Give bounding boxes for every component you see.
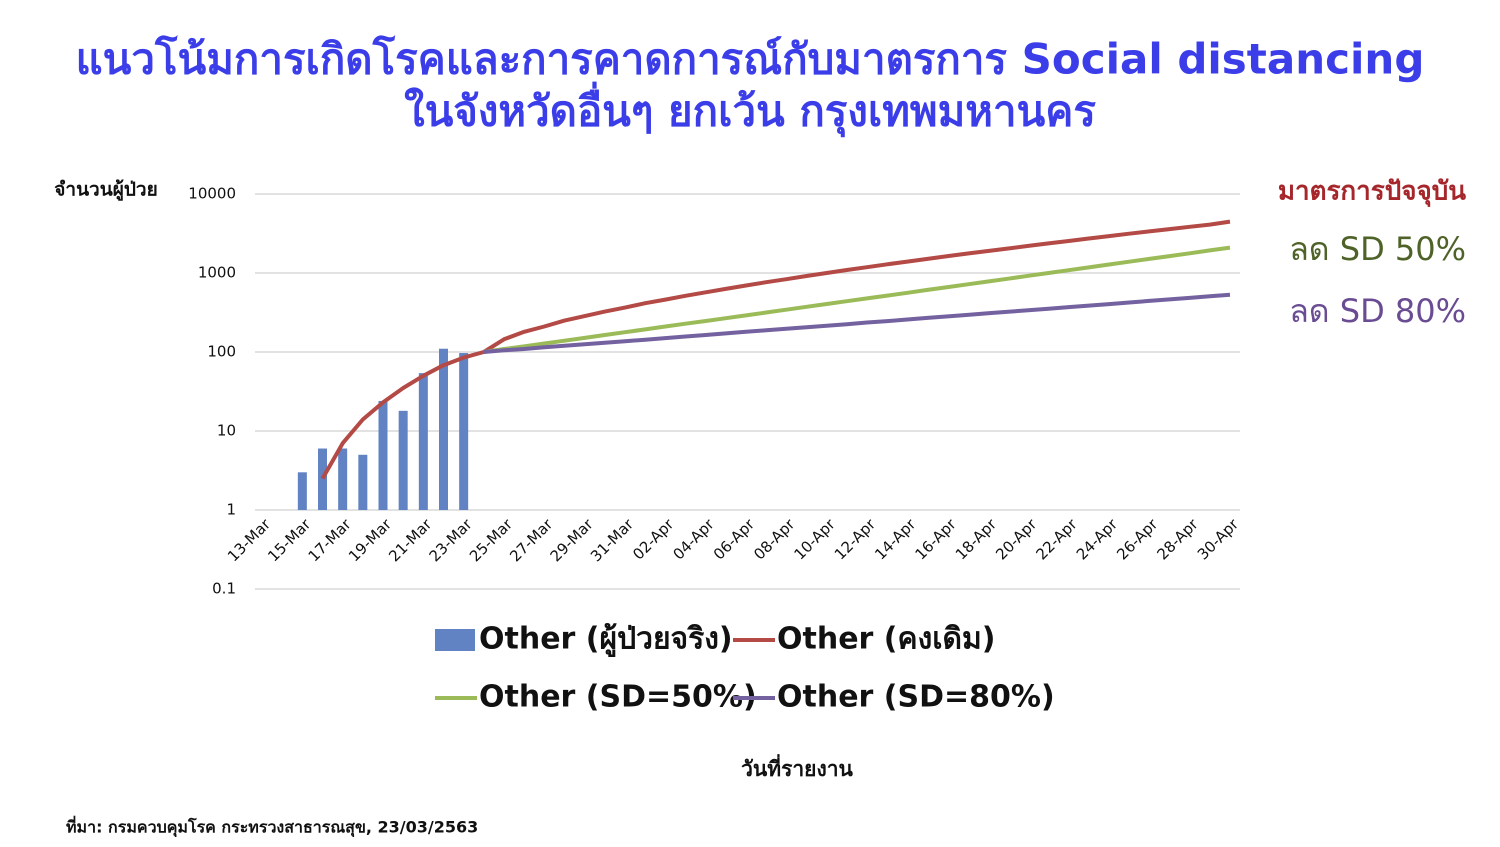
legend-label: Other (SD=50%) <box>479 680 757 715</box>
x-tick-label: 26-Apr <box>1113 515 1162 564</box>
x-tick-label: 21-Mar <box>385 515 436 566</box>
legend-label: Other (SD=80%) <box>777 680 1055 715</box>
x-tick-label: 17-Mar <box>305 515 356 566</box>
bar <box>398 410 408 510</box>
x-tick-label: 12-Apr <box>831 515 880 564</box>
x-tick-label: 08-Apr <box>750 515 799 564</box>
x-tick-label: 23-Mar <box>426 515 477 566</box>
x-axis-label: วันที่รายงาน <box>741 753 853 781</box>
annotation: ลด SD 80% <box>1289 292 1466 330</box>
x-tick-label: 13-Mar <box>224 515 275 566</box>
x-tick-label: 02-Apr <box>629 515 678 564</box>
x-tick-label: 04-Apr <box>670 515 719 564</box>
line <box>483 245 1231 354</box>
bar <box>459 353 469 510</box>
y-axis-label: จำนวนผู้ป่วย <box>54 179 157 202</box>
x-tick-label: 06-Apr <box>710 515 759 564</box>
x-tick-label: 16-Apr <box>912 515 961 564</box>
x-tick-label: 31-Mar <box>587 515 638 566</box>
y-tick-label: 1000 <box>198 264 236 282</box>
annotation: มาตรการปัจจุบัน <box>1278 177 1466 208</box>
x-tick-label: 22-Apr <box>1033 515 1082 564</box>
chart-title: แนวโน้มการเกิดโรคและการคาดการณ์กับมาตรกา… <box>76 35 1425 84</box>
x-tick-label: 25-Mar <box>466 515 517 566</box>
y-tick-label: 100 <box>207 343 236 361</box>
x-tick-label: 24-Apr <box>1073 515 1122 564</box>
legend-label: Other (ผู้ป่วยจริง) <box>479 622 733 658</box>
bar <box>318 448 327 510</box>
y-tick-label: 1 <box>226 501 236 519</box>
bar <box>338 448 348 510</box>
y-tick-label: 10000 <box>188 185 236 203</box>
legend-swatch <box>435 629 475 651</box>
annotation: ลด SD 50% <box>1289 230 1466 268</box>
legend-label: Other (คงเดิม) <box>777 622 995 657</box>
x-tick-label: 28-Apr <box>1154 515 1203 564</box>
bar <box>358 454 368 510</box>
x-tick-label: 27-Mar <box>506 515 557 566</box>
line <box>483 292 1231 354</box>
line <box>320 219 1231 480</box>
y-tick-label: 0.1 <box>212 580 236 598</box>
x-tick-label: 29-Mar <box>547 515 598 566</box>
x-tick-label: 20-Apr <box>992 515 1041 564</box>
x-tick-label: 15-Mar <box>264 515 315 566</box>
x-tick-label: 19-Mar <box>345 515 396 566</box>
bar <box>418 373 428 510</box>
chart-subtitle: ในจังหวัดอื่นๆ ยกเว้น กรุงเทพมหานคร <box>404 82 1096 138</box>
y-tick-label: 10 <box>217 422 236 440</box>
source-note: ที่มา: กรมควบคุมโรค กระทรวงสาธารณสุข, 23… <box>66 816 478 838</box>
x-tick-label: 10-Apr <box>791 515 840 564</box>
bar <box>439 348 448 510</box>
x-tick-label: 30-Apr <box>1194 515 1243 564</box>
bar <box>297 472 307 510</box>
x-tick-label: 18-Apr <box>952 515 1001 564</box>
bar <box>378 400 388 510</box>
x-tick-label: 14-Apr <box>871 515 920 564</box>
